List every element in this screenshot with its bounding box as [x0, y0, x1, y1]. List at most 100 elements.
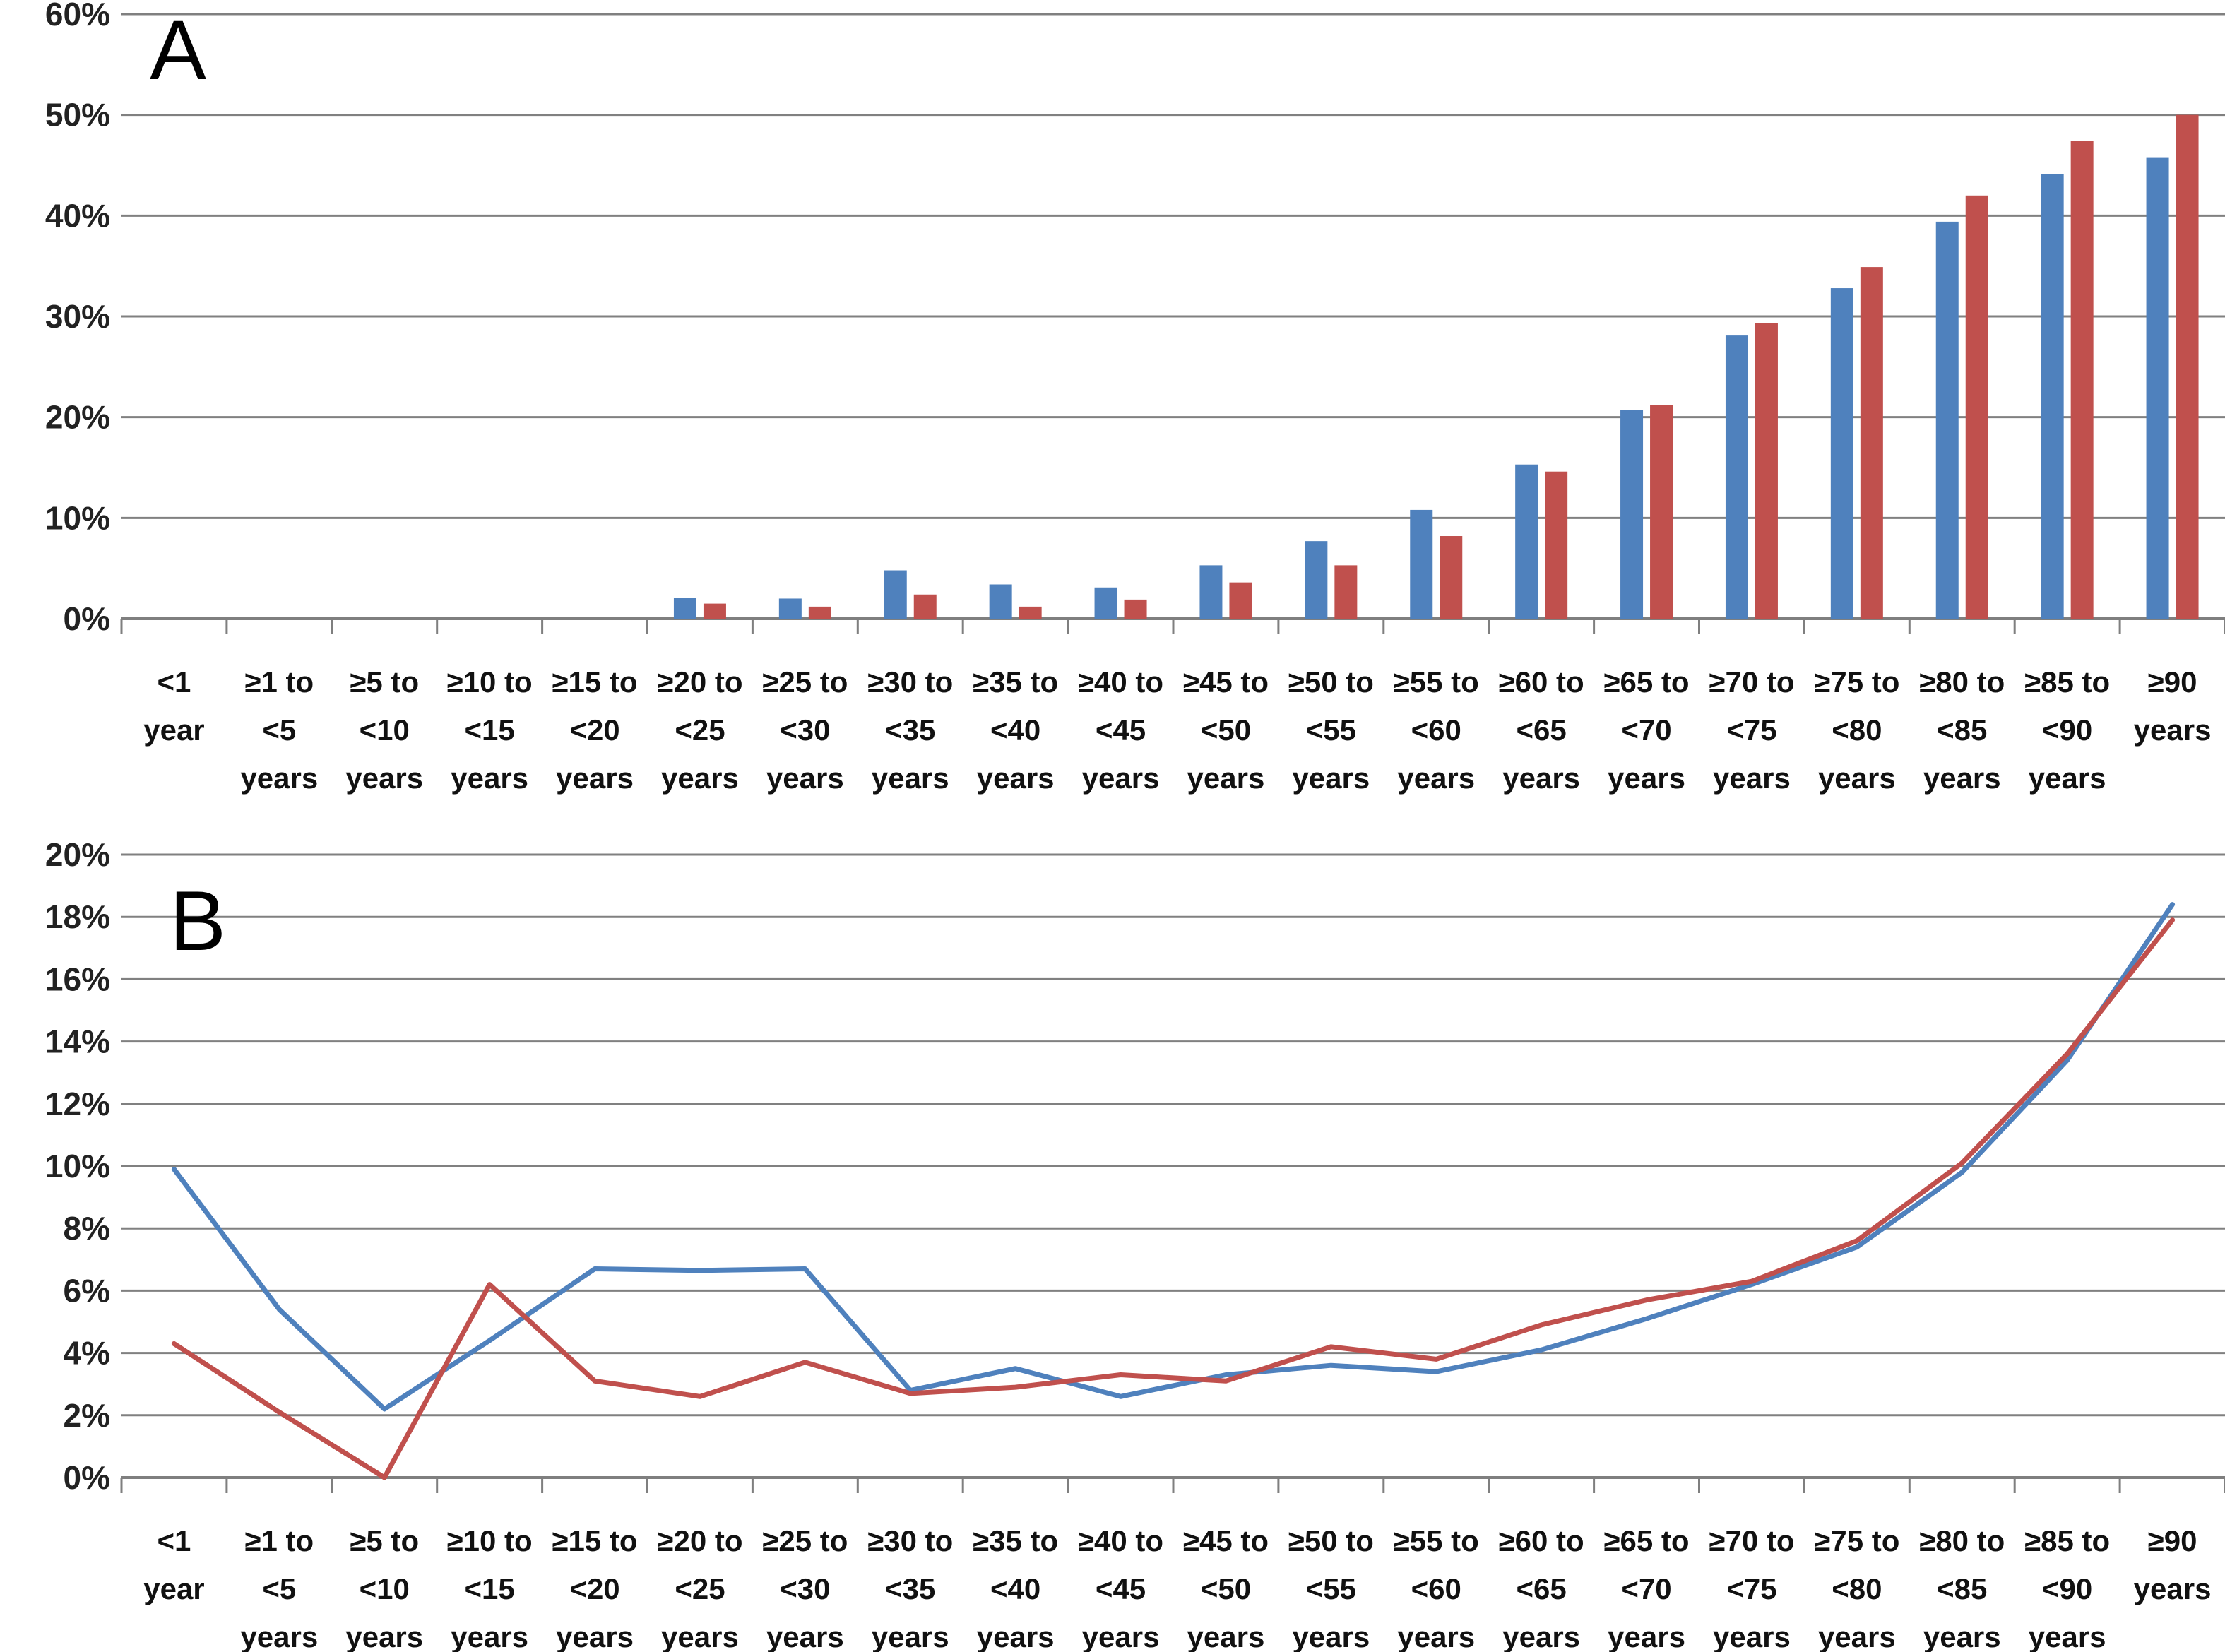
- panel-b-x-tick-label: ≥65 to <70 years: [1604, 1524, 1690, 1652]
- panel-b-x-tick-label: ≥35 to <40 years: [973, 1524, 1058, 1652]
- bar-series1: [1515, 464, 1538, 619]
- panel-b-x-tick-label: ≥50 to <55 years: [1288, 1524, 1374, 1652]
- panel-b-y-tick-label: 20%: [45, 836, 110, 873]
- panel-b-y-tick-label: 16%: [45, 961, 110, 997]
- panel-b-y-tick-label: 14%: [45, 1023, 110, 1060]
- bar-series1: [1725, 335, 1748, 619]
- panel-b-x-tick-label: ≥30 to <35 years: [867, 1524, 953, 1652]
- panel-b-x-tick-label: ≥60 to <65 years: [1499, 1524, 1584, 1652]
- panel-a-gridlines: [121, 13, 2225, 519]
- panel-b-x-tick-label: ≥1 to <5 years: [240, 1524, 318, 1652]
- panel-b-x-tick-label: ≥90 years: [2134, 1524, 2212, 1605]
- panel-a-x-tick-label: ≥5 to <10 years: [345, 665, 423, 795]
- bar-series2: [1755, 323, 1778, 619]
- line-series2: [171, 917, 2176, 1480]
- panel-a-label: A: [150, 3, 206, 97]
- panel-a-y-tick-label: 0%: [64, 600, 110, 637]
- panel-b-x-tick-label: ≥20 to <25 years: [657, 1524, 742, 1652]
- bar-series1: [673, 598, 696, 619]
- panel-b-y-tick-label: 10%: [45, 1148, 110, 1184]
- panel-b-x-tick-label: ≥55 to <60 years: [1394, 1524, 1479, 1652]
- panel-b-label: B: [170, 874, 226, 968]
- panel-b-gridlines: [121, 853, 2225, 1417]
- bar-series2: [1019, 606, 1042, 619]
- bar-series1: [884, 570, 907, 619]
- panel-a-x-tick-label: ≥75 to <80 years: [1814, 665, 1899, 795]
- bar-series2: [1229, 582, 1252, 619]
- panel-a-x-tick-label: ≥30 to <35 years: [867, 665, 953, 795]
- panel-a-x-tick-label: ≥70 to <75 years: [1709, 665, 1794, 795]
- panel-b-y-tick-label: 2%: [64, 1397, 110, 1434]
- line-series1: [171, 902, 2176, 1412]
- panel-a-x-tick-label: ≥65 to <70 years: [1604, 665, 1690, 795]
- panel-a-y-tick-label: 20%: [45, 399, 110, 436]
- panel-a-x-tick-label: ≥15 to <20 years: [552, 665, 638, 795]
- bar-series1: [2041, 174, 2064, 619]
- bar-series2: [2070, 141, 2094, 619]
- panel-a-x-axis: <1 year ≥1 to <5 years ≥5 to <10 years ≥10 to <15…: [120, 617, 2225, 795]
- panel-a-y-tick-label: 50%: [45, 97, 110, 133]
- bar-series1: [989, 584, 1012, 619]
- panel-b-y-tick-label: 12%: [45, 1086, 110, 1122]
- bar-series2: [1965, 195, 1988, 619]
- panel-b-x-tick-label: ≥75 to <80 years: [1814, 1524, 1899, 1652]
- panel-a-x-tick-label: ≥60 to <65 years: [1499, 665, 1584, 795]
- bar-series1: [1305, 541, 1328, 619]
- panel-a-x-tick-label: ≥85 to <90 years: [2024, 665, 2110, 795]
- bar-series1: [1620, 410, 1644, 619]
- bar-series2: [808, 606, 831, 619]
- panel-a-y-axis: 0% 10% 20% 30% 40% 50% 60%: [45, 0, 110, 637]
- panel-b-x-tick-label: ≥10 to <15 years: [447, 1524, 533, 1652]
- bar-series2: [1650, 405, 1673, 619]
- panel-b-x-tick-label: ≥25 to <30 years: [762, 1524, 848, 1652]
- panel-b-y-axis: 0% 2% 4% 6% 8% 10% 12% 14% 16% 18% 20%: [45, 836, 110, 1496]
- bar-series2: [1545, 471, 1568, 619]
- panel-b-line-chart: 0% 2% 4% 6% 8% 10% 12% 14% 16% 18% 20% <1 year ≥1 to <…: [45, 836, 2225, 1652]
- panel-b-x-tick-label: ≥45 to <50 years: [1183, 1524, 1269, 1652]
- panel-b-x-tick-label: ≥85 to <90 years: [2024, 1524, 2110, 1652]
- bar-series1: [1094, 587, 1117, 619]
- panel-a-y-tick-label: 10%: [45, 499, 110, 536]
- panel-a-x-tick-label: ≥55 to <60 years: [1394, 665, 1479, 795]
- panel-a-y-tick-label: 40%: [45, 197, 110, 234]
- panel-b-y-tick-label: 6%: [64, 1272, 110, 1309]
- bar-series1: [1199, 565, 1223, 619]
- panel-b-y-tick-label: 18%: [45, 898, 110, 935]
- bar-series1: [1410, 509, 1433, 619]
- panel-b-x-tick-label: ≥40 to <45 years: [1078, 1524, 1163, 1652]
- bar-series2: [1334, 565, 1358, 619]
- panel-a-x-tick-label: ≥80 to <85 years: [1919, 665, 2005, 795]
- panel-b-x-tick-label: ≥70 to <75 years: [1709, 1524, 1794, 1652]
- panel-a-bar-chart: 0% 10% 20% 30% 40% 50% 60% <1 year ≥1 to <5 years ≥5…: [45, 0, 2225, 795]
- panel-b-y-tick-label: 0%: [64, 1459, 110, 1496]
- bar-series2: [2176, 114, 2199, 619]
- panel-a-x-tick-label: <1 year: [143, 665, 204, 747]
- bar-series1: [1830, 288, 1853, 619]
- panel-b-lines: [171, 902, 2176, 1480]
- panel-a-bars: [673, 114, 2199, 619]
- panel-b-x-tick-label: ≥15 to <20 years: [552, 1524, 638, 1652]
- bar-series1: [778, 598, 802, 619]
- panel-b-y-tick-label: 8%: [64, 1210, 110, 1247]
- panel-b-y-tick-label: 4%: [64, 1335, 110, 1372]
- panel-a-x-tick-label: ≥45 to <50 years: [1183, 665, 1269, 795]
- panel-a-y-tick-label: 60%: [45, 0, 110, 32]
- panel-a-y-tick-label: 30%: [45, 298, 110, 335]
- panel-b-x-axis: <1 year ≥1 to <5 years ≥5 to <10 years ≥10 to <15…: [120, 1476, 2225, 1652]
- panel-a-x-tick-label: ≥35 to <40 years: [973, 665, 1058, 795]
- panel-a-x-tick-label: ≥20 to <25 years: [657, 665, 742, 795]
- panel-a-x-tick-label: ≥90 years: [2134, 665, 2212, 747]
- panel-b-x-tick-label: ≥80 to <85 years: [1919, 1524, 2005, 1652]
- panel-b-x-tick-label: ≥5 to <10 years: [345, 1524, 423, 1652]
- bar-series2: [1860, 267, 1883, 619]
- bar-series2: [1440, 536, 1463, 619]
- panel-a-x-tick-label: ≥25 to <30 years: [762, 665, 848, 795]
- bar-series2: [1124, 599, 1147, 619]
- bar-series2: [703, 603, 726, 619]
- bar-series1: [1935, 221, 1959, 619]
- bar-series2: [913, 594, 937, 619]
- panel-a-x-tick-label: ≥1 to <5 years: [240, 665, 318, 795]
- panel-a-x-tick-label: ≥40 to <45 years: [1078, 665, 1163, 795]
- panel-b-x-tick-label: <1 year: [143, 1524, 204, 1605]
